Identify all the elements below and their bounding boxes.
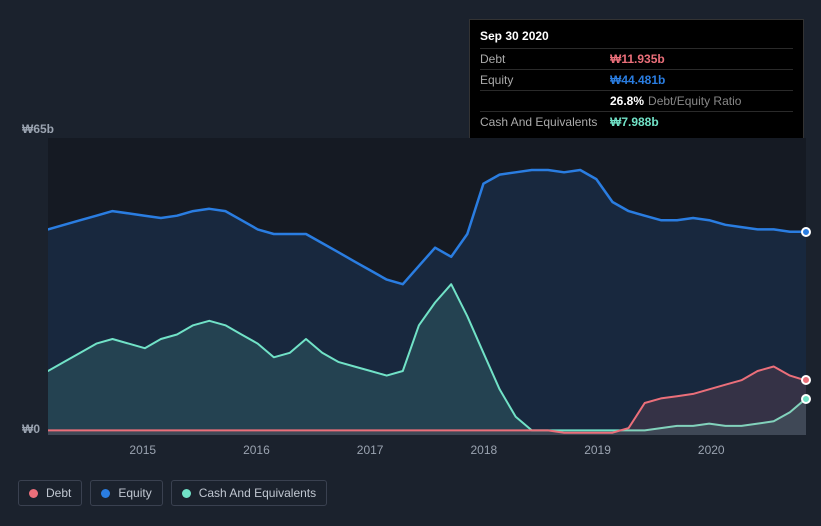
legend-label: Equity <box>118 486 151 500</box>
tooltip-row-label <box>480 94 610 108</box>
legend-item-cash[interactable]: Cash And Equivalents <box>171 480 327 506</box>
tooltip-row: Cash And Equivalents₩7.988b <box>480 111 793 132</box>
tooltip-date: Sep 30 2020 <box>480 26 793 48</box>
chart-svg <box>48 138 806 435</box>
x-axis-label: 2017 <box>357 443 384 457</box>
chart-tooltip: Sep 30 2020 Debt₩11.935bEquity₩44.481b26… <box>469 19 804 139</box>
tooltip-row-label: Equity <box>480 73 610 87</box>
series-end-marker-cash <box>801 394 811 404</box>
tooltip-row: 26.8% Debt/Equity Ratio <box>480 90 793 111</box>
chart-legend: Debt Equity Cash And Equivalents <box>18 480 327 506</box>
tooltip-row: Debt₩11.935b <box>480 48 793 69</box>
tooltip-row-value: 26.8% <box>610 94 644 108</box>
tooltip-row-label: Debt <box>480 52 610 66</box>
tooltip-row: Equity₩44.481b <box>480 69 793 90</box>
chart-container: Sep 30 2020 Debt₩11.935bEquity₩44.481b26… <box>0 0 821 526</box>
x-axis-label: 2015 <box>129 443 156 457</box>
series-end-marker-debt <box>801 375 811 385</box>
legend-dot-icon <box>182 489 191 498</box>
x-axis-label: 2020 <box>698 443 725 457</box>
tooltip-row-value: ₩44.481b <box>610 73 665 87</box>
tooltip-row-value: ₩11.935b <box>610 52 665 66</box>
legend-item-equity[interactable]: Equity <box>90 480 162 506</box>
tooltip-row-value: ₩7.988b <box>610 115 659 129</box>
x-axis-label: 2016 <box>243 443 270 457</box>
legend-item-debt[interactable]: Debt <box>18 480 82 506</box>
legend-dot-icon <box>101 489 110 498</box>
series-end-marker-equity <box>801 227 811 237</box>
y-axis-min-label: ₩0 <box>22 422 40 436</box>
x-axis-label: 2019 <box>584 443 611 457</box>
legend-dot-icon <box>29 489 38 498</box>
x-axis-label: 2018 <box>470 443 497 457</box>
chart-plot-area[interactable] <box>48 138 806 435</box>
tooltip-row-label: Cash And Equivalents <box>480 115 610 129</box>
legend-label: Debt <box>46 486 71 500</box>
x-axis: 2015 2016 2017 2018 2019 2020 <box>48 443 806 463</box>
legend-label: Cash And Equivalents <box>199 486 316 500</box>
y-axis-max-label: ₩65b <box>22 122 54 136</box>
tooltip-row-suffix: Debt/Equity Ratio <box>648 94 741 108</box>
